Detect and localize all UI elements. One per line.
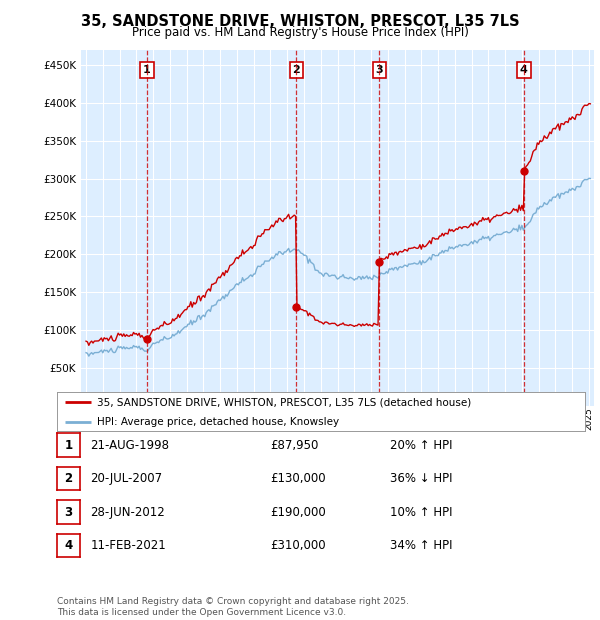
- Text: 10% ↑ HPI: 10% ↑ HPI: [390, 506, 452, 518]
- Text: 3: 3: [64, 506, 73, 518]
- Text: 4: 4: [64, 539, 73, 552]
- Text: 20-JUL-2007: 20-JUL-2007: [91, 472, 163, 485]
- Text: £310,000: £310,000: [270, 539, 326, 552]
- Text: 36% ↓ HPI: 36% ↓ HPI: [390, 472, 452, 485]
- Text: 35, SANDSTONE DRIVE, WHISTON, PRESCOT, L35 7LS (detached house): 35, SANDSTONE DRIVE, WHISTON, PRESCOT, L…: [97, 397, 471, 407]
- Text: 2: 2: [64, 472, 73, 485]
- Text: 20% ↑ HPI: 20% ↑ HPI: [390, 439, 452, 451]
- Text: 28-JUN-2012: 28-JUN-2012: [91, 506, 166, 518]
- Text: Contains HM Land Registry data © Crown copyright and database right 2025.
This d: Contains HM Land Registry data © Crown c…: [57, 598, 409, 617]
- Text: Price paid vs. HM Land Registry's House Price Index (HPI): Price paid vs. HM Land Registry's House …: [131, 26, 469, 39]
- Text: £190,000: £190,000: [270, 506, 326, 518]
- Text: £130,000: £130,000: [270, 472, 326, 485]
- Text: 21-AUG-1998: 21-AUG-1998: [91, 439, 170, 451]
- Text: 35, SANDSTONE DRIVE, WHISTON, PRESCOT, L35 7LS: 35, SANDSTONE DRIVE, WHISTON, PRESCOT, L…: [80, 14, 520, 29]
- Text: 3: 3: [376, 65, 383, 75]
- Text: 11-FEB-2021: 11-FEB-2021: [91, 539, 166, 552]
- Text: HPI: Average price, detached house, Knowsley: HPI: Average price, detached house, Know…: [97, 417, 339, 427]
- Text: 34% ↑ HPI: 34% ↑ HPI: [390, 539, 452, 552]
- Text: £87,950: £87,950: [270, 439, 319, 451]
- Text: 2: 2: [293, 65, 301, 75]
- Text: 1: 1: [143, 65, 151, 75]
- Text: 4: 4: [520, 65, 528, 75]
- Text: 1: 1: [64, 439, 73, 451]
